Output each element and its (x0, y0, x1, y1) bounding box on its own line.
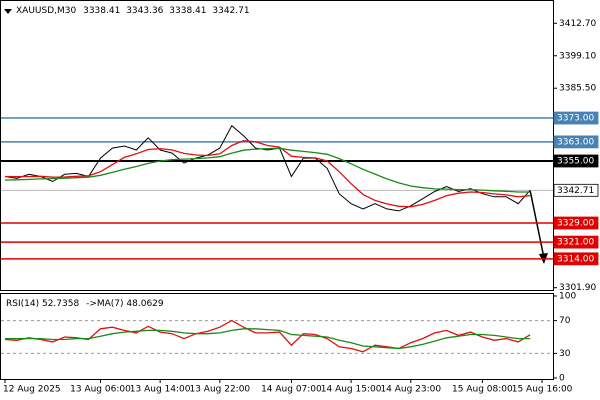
level-tag (553, 183, 599, 197)
rsi-header: RSI(14) 52.7358 ->MA(7) 48.0629 (6, 299, 164, 309)
x-tick-label: 13 Aug 22:00 (189, 385, 250, 395)
indicator-line (4, 140, 531, 208)
x-tick-label: 13 Aug 06:00 (70, 385, 131, 395)
level-tag (553, 111, 599, 125)
y-tick-label: 0 (559, 374, 565, 384)
x-tick-label: 12 Aug 2025 (3, 385, 61, 395)
ma-value: 48.0629 (126, 299, 163, 309)
price-header: XAUUSD,M30 3338.41 3343.36 3338.41 3342.… (16, 6, 250, 16)
x-tick-label: 15 Aug 08:00 (452, 385, 513, 395)
level-label: 3314.00 (557, 254, 594, 264)
level-label: 3321.00 (557, 238, 594, 248)
level-label: 3355.00 (557, 156, 594, 166)
y-tick-label: 30 (559, 349, 571, 359)
y-tick-label: 70 (559, 316, 571, 326)
y-tick-label: 3399.10 (559, 51, 596, 61)
rsi-title: RSI(14) (6, 299, 39, 309)
level-tag (553, 135, 599, 149)
y-tick-label: 3385.50 (559, 84, 596, 94)
close: 3342.71 (212, 6, 249, 16)
level-label: 3373.00 (557, 114, 594, 124)
level-label: 3329.00 (557, 219, 594, 229)
x-tick-label: 13 Aug 14:00 (130, 385, 191, 395)
level-label: 3363.00 (557, 137, 594, 147)
open: 3338.41 (83, 6, 120, 16)
high: 3343.36 (126, 6, 163, 16)
indicator-line (4, 319, 531, 353)
x-tick-label: 15 Aug 16:00 (512, 385, 573, 395)
rsi-frame (0, 293, 554, 380)
x-tick-label: 14 Aug 23:00 (380, 385, 441, 395)
rsi-value: 52.7358 (42, 299, 79, 309)
arrow-shaft (529, 189, 545, 259)
symbol: XAUUSD,M30 (16, 6, 76, 16)
price-line (4, 124, 531, 212)
level-tag (553, 252, 599, 266)
low: 3338.41 (169, 6, 206, 16)
indicator-line (5, 328, 531, 350)
y-tick-label: 3301.90 (559, 283, 596, 293)
ma-label: ->MA(7) (86, 299, 123, 309)
y-tick-label: 3412.70 (559, 19, 596, 29)
level-tag (553, 216, 599, 230)
x-tick-label: 14 Aug 15:00 (321, 385, 382, 395)
price-frame (0, 0, 554, 291)
level-tag (553, 235, 599, 249)
indicator-line (4, 147, 531, 193)
level-label: 3342.71 (557, 186, 594, 196)
y-tick-label: 100 (559, 292, 576, 302)
x-tick-label: 14 Aug 07:00 (261, 385, 322, 395)
panel-icon (4, 9, 12, 14)
level-tag (553, 154, 599, 168)
